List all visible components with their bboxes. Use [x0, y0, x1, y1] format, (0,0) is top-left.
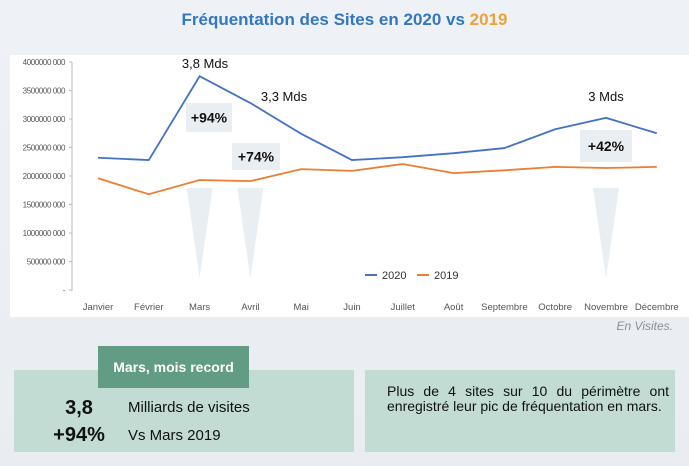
x-tick-label: Juillet — [391, 302, 416, 313]
unit-label: En Visites. — [616, 319, 673, 333]
legend-label: 2019 — [434, 270, 458, 282]
record-tab: Mars, mois record — [98, 346, 249, 388]
x-tick-label: Mars — [189, 302, 210, 313]
y-tick-label: 4000000 000 — [23, 58, 66, 67]
highlight-wedge — [593, 188, 619, 278]
y-tick-label: 1000000 000 — [23, 229, 66, 238]
plot-area — [10, 55, 689, 317]
y-tick-label: 500000 000 — [27, 258, 66, 267]
x-tick-label: Janvier — [83, 302, 114, 313]
y-tick-label: 2500000 000 — [23, 144, 66, 153]
record-growth: +94% — [53, 424, 105, 446]
growth-label: +42% — [588, 138, 625, 154]
x-tick-label: Mai — [294, 302, 309, 313]
y-tick-label: 2000000 000 — [23, 172, 66, 181]
chart-title: Fréquentation des Sites en 2020 vs 2019 — [0, 10, 689, 30]
record-growth-label: Vs Mars 2019 — [128, 427, 221, 444]
record-label: Milliards de visites — [128, 399, 250, 416]
growth-box — [186, 103, 232, 132]
series-line-2020 — [97, 75, 658, 161]
growth-box — [580, 130, 632, 162]
legend-label: 2020 — [382, 270, 406, 282]
highlight-wedge — [186, 188, 213, 278]
y-tick-label: 1500000 000 — [23, 201, 66, 210]
x-tick-label: Décembre — [635, 302, 679, 313]
title-text: Fréquentation des Sites en 2020 vs — [181, 10, 470, 29]
note-text: Plus de 4 sites sur 10 du périmètre ont … — [387, 383, 669, 414]
highlight-wedge — [237, 188, 264, 278]
growth-label: +94% — [191, 110, 228, 126]
y-tick-label: 3500000 000 — [23, 87, 66, 96]
growth-label: +74% — [238, 149, 275, 165]
x-tick-label: Septembre — [481, 302, 527, 313]
series-line-2019 — [97, 163, 657, 196]
value-annotation: 3 Mds — [588, 89, 624, 104]
x-tick-label: Novembre — [584, 302, 628, 313]
record-value: 3,8 — [65, 397, 93, 419]
x-tick-label: Février — [134, 302, 164, 313]
growth-box — [232, 143, 280, 170]
value-annotation: 3,8 Mds — [182, 56, 229, 71]
y-tick-label: - — [63, 286, 66, 295]
x-tick-label: Août — [444, 302, 464, 313]
x-tick-label: Octobre — [538, 302, 572, 313]
y-tick-label: 3000000 000 — [23, 115, 66, 124]
x-tick-label: Avril — [241, 302, 259, 313]
title-highlight: 2019 — [469, 10, 508, 29]
note-panel: Plus de 4 sites sur 10 du périmètre ont … — [365, 370, 675, 452]
x-tick-label: Juin — [343, 302, 360, 313]
value-annotation: 3,3 Mds — [261, 89, 308, 104]
line-chart: - 500000 000 1000000 000 1500000 000 2000000… — [10, 55, 689, 317]
